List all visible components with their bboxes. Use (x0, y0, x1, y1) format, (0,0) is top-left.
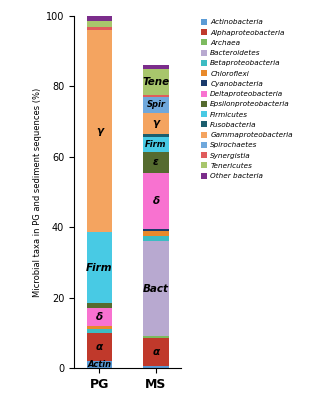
Bar (143, 241, 169, 336)
Bar (143, 134, 169, 138)
Text: α: α (96, 342, 103, 352)
Text: γ: γ (96, 126, 103, 136)
Bar (143, 95, 169, 97)
Bar (143, 152, 169, 173)
Bar (143, 336, 169, 338)
Bar (143, 231, 169, 236)
Bar (143, 338, 169, 366)
Bar (143, 236, 169, 241)
Bar (87, 303, 112, 308)
Text: ε: ε (153, 157, 159, 167)
Text: Firm: Firm (86, 263, 113, 273)
Bar (87, 16, 112, 21)
Bar (143, 366, 169, 368)
Text: δ: δ (96, 312, 103, 322)
Text: Firm: Firm (145, 140, 167, 149)
Text: Tene: Tene (142, 77, 170, 87)
Bar (143, 65, 169, 69)
Bar (87, 308, 112, 326)
Bar (87, 333, 112, 361)
Text: α: α (153, 347, 160, 357)
Bar (143, 113, 169, 134)
Bar (87, 326, 112, 329)
Bar (87, 21, 112, 26)
Y-axis label: Microbial taxa in PG and sediment sequences (%): Microbial taxa in PG and sediment sequen… (33, 87, 42, 297)
Bar (87, 232, 112, 303)
Text: Spir: Spir (146, 100, 165, 109)
Text: δ: δ (153, 196, 160, 206)
Bar (143, 138, 169, 152)
Bar (143, 229, 169, 231)
Legend: Actinobacteria, Alphaproteobacteria, Archaea, Bacteroidetes, Betaproteobacteria,: Actinobacteria, Alphaproteobacteria, Arc… (198, 16, 296, 182)
Bar (87, 26, 112, 30)
Bar (143, 69, 169, 95)
Bar (143, 173, 169, 229)
Bar (87, 30, 112, 232)
Text: Bact: Bact (143, 284, 169, 294)
Bar (87, 329, 112, 333)
Text: Actin: Actin (87, 360, 112, 369)
Text: γ: γ (153, 118, 160, 128)
Bar (143, 97, 169, 113)
Bar (87, 361, 112, 368)
